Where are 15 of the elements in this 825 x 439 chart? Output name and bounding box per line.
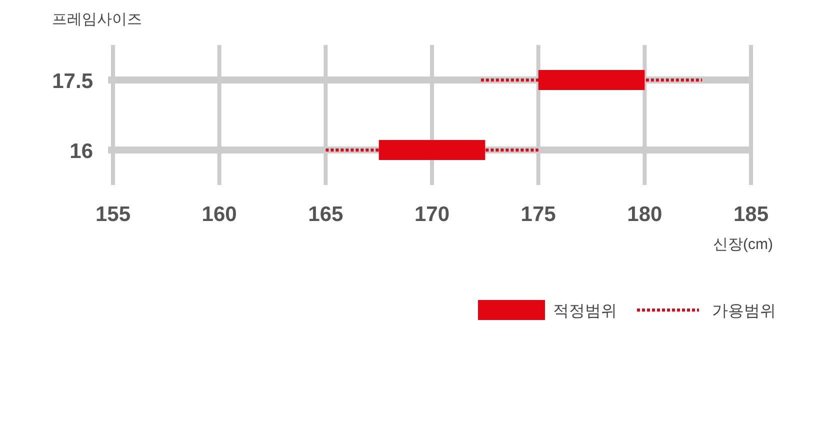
bar: [538, 70, 645, 90]
x-tick-label: 155: [95, 203, 131, 226]
text: 가용범위: [712, 303, 776, 320]
x-tick-label: 185: [733, 203, 769, 226]
x-axis-title: 신장(cm): [713, 236, 773, 253]
y-axis-title: 프레임사이즈: [52, 11, 142, 28]
legend-label: 적정범위: [553, 303, 617, 320]
x-tick-label: 170: [414, 203, 450, 226]
x-tick-label: 175: [520, 203, 556, 226]
y-tick-label: 17.5: [52, 70, 94, 93]
x-tick-label: 160: [202, 203, 237, 226]
x-tick-label: 165: [308, 203, 344, 226]
bar: [378, 140, 486, 160]
y-tick-label: 16: [70, 140, 93, 163]
x-tick-label: 180: [627, 203, 662, 226]
